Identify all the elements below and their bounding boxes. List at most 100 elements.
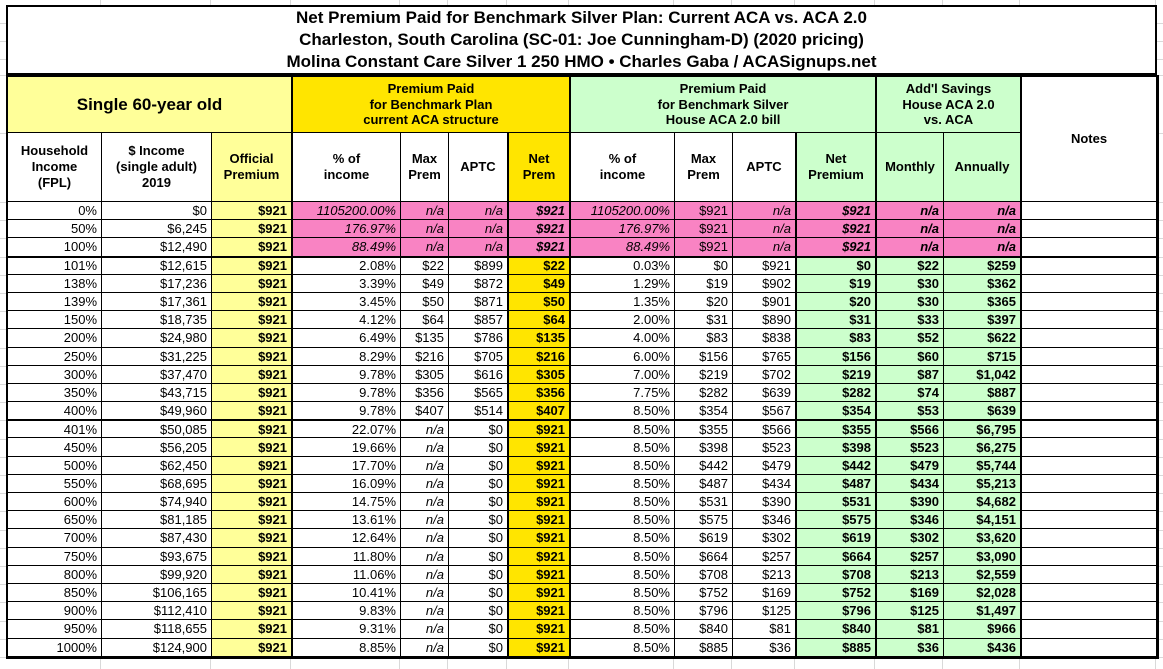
cell-official-premium-row-150%[interactable]: $921 bbox=[212, 311, 292, 330]
cell-savings-annually-row-50%[interactable]: n/a bbox=[944, 220, 1021, 239]
cell-savings-monthly-row-450%[interactable]: $523 bbox=[876, 438, 944, 457]
cell-aca-net-prem-row-250%[interactable]: $216 bbox=[508, 347, 570, 366]
cell-savings-annually-row-750%[interactable]: $3,090 bbox=[944, 547, 1021, 566]
cell-house-max-prem-row-550%[interactable]: $487 bbox=[675, 474, 733, 493]
cell-house-net-premium-row-0%[interactable]: $921 bbox=[796, 202, 876, 221]
cell-fpl-row-900%[interactable]: 900% bbox=[8, 602, 102, 621]
cell-aca-max-prem-row-200%[interactable]: $135 bbox=[401, 329, 449, 348]
cell-aca-max-prem-row-0%[interactable]: n/a bbox=[401, 202, 449, 221]
cell-aca-max-prem-row-850%[interactable]: n/a bbox=[401, 583, 449, 603]
cell-house-aptc-row-450%[interactable]: $523 bbox=[733, 438, 796, 457]
cell-savings-annually-row-401%[interactable]: $6,795 bbox=[944, 420, 1021, 439]
cell-house-aptc-row-350%[interactable]: $639 bbox=[733, 383, 796, 403]
cell-house-aptc-row-900%[interactable]: $125 bbox=[733, 602, 796, 621]
cell-aca-net-prem-row-139%[interactable]: $50 bbox=[508, 292, 570, 312]
cell-income-row-550%[interactable]: $68,695 bbox=[102, 474, 212, 493]
cell-house-aptc-row-750%[interactable]: $257 bbox=[733, 547, 796, 566]
cell-house-max-prem-row-401%[interactable]: $355 bbox=[675, 420, 733, 439]
cell-house-pct-income-row-200%[interactable]: 4.00% bbox=[570, 329, 675, 348]
cell-savings-annually-row-400%[interactable]: $639 bbox=[944, 402, 1021, 421]
cell-aca-pct-income-row-750%[interactable]: 11.80% bbox=[292, 547, 401, 566]
cell-aca-max-prem-row-700%[interactable]: n/a bbox=[401, 529, 449, 548]
cell-aca-pct-income-row-500%[interactable]: 17.70% bbox=[292, 456, 401, 475]
cell-house-net-premium-row-401%[interactable]: $355 bbox=[796, 420, 876, 439]
cell-notes-row-101%[interactable] bbox=[1021, 256, 1157, 275]
cell-house-max-prem-row-750%[interactable]: $664 bbox=[675, 547, 733, 566]
cell-house-max-prem-row-600%[interactable]: $531 bbox=[675, 493, 733, 512]
cell-fpl-row-150%[interactable]: 150% bbox=[8, 311, 102, 330]
cell-income-row-450%[interactable]: $56,205 bbox=[102, 438, 212, 457]
cell-aca-max-prem-row-100%[interactable]: n/a bbox=[401, 238, 449, 257]
cell-aca-pct-income-row-600%[interactable]: 14.75% bbox=[292, 493, 401, 512]
cell-official-premium-row-900%[interactable]: $921 bbox=[212, 602, 292, 621]
cell-official-premium-row-200%[interactable]: $921 bbox=[212, 329, 292, 348]
cell-income-row-850%[interactable]: $106,165 bbox=[102, 583, 212, 603]
cell-aca-aptc-row-350%[interactable]: $565 bbox=[449, 383, 508, 403]
cell-house-aptc-row-700%[interactable]: $302 bbox=[733, 529, 796, 548]
cell-official-premium-row-700%[interactable]: $921 bbox=[212, 529, 292, 548]
cell-house-aptc-row-550%[interactable]: $434 bbox=[733, 474, 796, 493]
cell-aca-net-prem-row-350%[interactable]: $356 bbox=[508, 383, 570, 403]
cell-house-net-premium-row-138%[interactable]: $19 bbox=[796, 274, 876, 293]
cell-house-max-prem-row-200%[interactable]: $83 bbox=[675, 329, 733, 348]
column-header-house-pct-of-income[interactable]: % of income bbox=[570, 133, 675, 202]
cell-official-premium-row-600%[interactable]: $921 bbox=[212, 493, 292, 512]
cell-aca-aptc-row-139%[interactable]: $871 bbox=[449, 292, 508, 312]
cell-house-aptc-row-200%[interactable]: $838 bbox=[733, 329, 796, 348]
cell-savings-annually-row-300%[interactable]: $1,042 bbox=[944, 365, 1021, 384]
cell-savings-monthly-row-650%[interactable]: $346 bbox=[876, 511, 944, 530]
cell-aca-pct-income-row-101%[interactable]: 2.08% bbox=[292, 256, 401, 275]
cell-official-premium-row-50%[interactable]: $921 bbox=[212, 220, 292, 239]
cell-house-max-prem-row-650%[interactable]: $575 bbox=[675, 511, 733, 530]
cell-aca-net-prem-row-800%[interactable]: $921 bbox=[508, 565, 570, 584]
cell-income-row-600%[interactable]: $74,940 bbox=[102, 493, 212, 512]
cell-aca-max-prem-row-350%[interactable]: $356 bbox=[401, 383, 449, 403]
cell-savings-annually-row-650%[interactable]: $4,151 bbox=[944, 511, 1021, 530]
cell-notes-row-650%[interactable] bbox=[1021, 511, 1157, 530]
cell-house-pct-income-row-400%[interactable]: 8.50% bbox=[570, 402, 675, 421]
cell-house-max-prem-row-500%[interactable]: $442 bbox=[675, 456, 733, 475]
cell-savings-monthly-row-400%[interactable]: $53 bbox=[876, 402, 944, 421]
cell-savings-annually-row-100%[interactable]: n/a bbox=[944, 238, 1021, 257]
cell-official-premium-row-800%[interactable]: $921 bbox=[212, 565, 292, 584]
cell-official-premium-row-950%[interactable]: $921 bbox=[212, 620, 292, 639]
cell-house-net-premium-row-600%[interactable]: $531 bbox=[796, 493, 876, 512]
cell-aca-max-prem-row-101%[interactable]: $22 bbox=[401, 256, 449, 275]
cell-official-premium-row-850%[interactable]: $921 bbox=[212, 583, 292, 603]
cell-income-row-650%[interactable]: $81,185 bbox=[102, 511, 212, 530]
cell-aca-net-prem-row-200%[interactable]: $135 bbox=[508, 329, 570, 348]
cell-savings-monthly-row-750%[interactable]: $257 bbox=[876, 547, 944, 566]
cell-house-pct-income-row-300%[interactable]: 7.00% bbox=[570, 365, 675, 384]
cell-savings-annually-row-1000%[interactable]: $436 bbox=[944, 638, 1021, 657]
column-header-house-net-premium[interactable]: Net Premium bbox=[796, 133, 876, 202]
cell-house-max-prem-row-1000%[interactable]: $885 bbox=[675, 638, 733, 657]
cell-house-aptc-row-250%[interactable]: $765 bbox=[733, 347, 796, 366]
cell-aca-net-prem-row-0%[interactable]: $921 bbox=[508, 202, 570, 221]
cell-savings-annually-row-139%[interactable]: $365 bbox=[944, 292, 1021, 312]
cell-aca-net-prem-row-150%[interactable]: $64 bbox=[508, 311, 570, 330]
cell-aca-pct-income-row-950%[interactable]: 9.31% bbox=[292, 620, 401, 639]
cell-aca-aptc-row-950%[interactable]: $0 bbox=[449, 620, 508, 639]
cell-aca-max-prem-row-550%[interactable]: n/a bbox=[401, 474, 449, 493]
cell-income-row-138%[interactable]: $17,236 bbox=[102, 274, 212, 293]
cell-aca-pct-income-row-0%[interactable]: 1105200.00% bbox=[292, 202, 401, 221]
cell-house-pct-income-row-850%[interactable]: 8.50% bbox=[570, 583, 675, 603]
cell-notes-row-400%[interactable] bbox=[1021, 402, 1157, 421]
cell-house-net-premium-row-450%[interactable]: $398 bbox=[796, 438, 876, 457]
cell-notes-row-150%[interactable] bbox=[1021, 311, 1157, 330]
cell-aca-aptc-row-1000%[interactable]: $0 bbox=[449, 638, 508, 657]
cell-income-row-300%[interactable]: $37,470 bbox=[102, 365, 212, 384]
cell-savings-annually-row-900%[interactable]: $1,497 bbox=[944, 602, 1021, 621]
table-title-cell[interactable]: Net Premium Paid for Benchmark Silver Pl… bbox=[6, 5, 1157, 75]
cell-house-pct-income-row-500%[interactable]: 8.50% bbox=[570, 456, 675, 475]
cell-house-aptc-row-150%[interactable]: $890 bbox=[733, 311, 796, 330]
cell-notes-row-950%[interactable] bbox=[1021, 620, 1157, 639]
cell-savings-monthly-row-950%[interactable]: $81 bbox=[876, 620, 944, 639]
cell-aca-aptc-row-600%[interactable]: $0 bbox=[449, 493, 508, 512]
cell-official-premium-row-138%[interactable]: $921 bbox=[212, 274, 292, 293]
cell-house-pct-income-row-950%[interactable]: 8.50% bbox=[570, 620, 675, 639]
cell-aca-max-prem-row-50%[interactable]: n/a bbox=[401, 220, 449, 239]
cell-notes-row-100%[interactable] bbox=[1021, 238, 1157, 257]
cell-savings-monthly-row-500%[interactable]: $479 bbox=[876, 456, 944, 475]
cell-income-row-200%[interactable]: $24,980 bbox=[102, 329, 212, 348]
